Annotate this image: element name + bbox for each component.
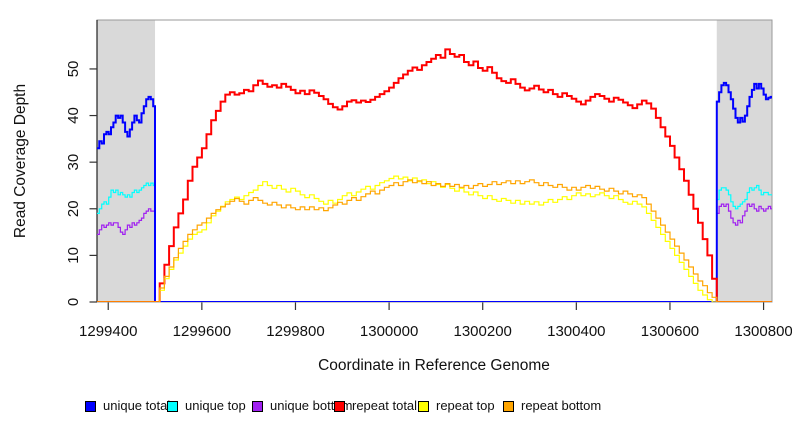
legend-item-unique-top: unique top [167, 398, 246, 414]
legend-label: unique top [185, 398, 246, 413]
legend-swatch [167, 400, 178, 412]
legend-swatch [85, 400, 96, 412]
y-tick-label: 40 [65, 107, 82, 124]
legend-swatch [418, 400, 429, 412]
legend-swatch [334, 400, 345, 412]
series-line-unique_bottom [97, 203, 772, 302]
x-tick-label: 1300800 [734, 323, 792, 340]
axes: 1299400 1299600 1299800 1300000 1300200 13004… [65, 20, 792, 340]
legend-swatch [252, 400, 263, 412]
legend-label: repeat total [352, 398, 418, 413]
y-tick-label: 20 [65, 200, 82, 217]
x-axis-title: Coordinate in Reference Genome [318, 357, 550, 374]
shaded-flank-regions [97, 20, 772, 302]
legend-label: repeat top [436, 398, 495, 413]
y-tick-label: 30 [65, 154, 82, 171]
legend-item-repeat-total: repeat total [334, 398, 417, 414]
y-axis-title: Read Coverage Depth [12, 84, 29, 238]
y-tick-label: 10 [65, 247, 82, 264]
legend-swatch [503, 400, 514, 412]
series-line-repeat_bottom [97, 179, 772, 302]
coverage-chart: 1299400 1299600 1299800 1300000 1300200 13004… [12, 19, 792, 374]
x-tick-label: 1299400 [79, 323, 137, 340]
x-tick-label: 1299600 [173, 323, 231, 340]
x-tick-label: 1300200 [454, 323, 512, 340]
shaded-region-left-flank [97, 20, 156, 302]
legend-label: unique bottom [270, 398, 353, 413]
series-line-unique_top [97, 182, 772, 302]
x-tick-label: 1300000 [360, 323, 418, 340]
y-tick-label: 0 [65, 298, 82, 306]
data-series [97, 48, 772, 302]
x-tick-label: 1299800 [266, 323, 324, 340]
x-tick-label: 1300400 [547, 323, 605, 340]
legend-label: repeat bottom [521, 398, 602, 413]
legend-item-repeat-top: repeat top [418, 398, 495, 414]
shaded-region-right-flank [716, 20, 772, 302]
chart-legend: unique total unique top unique bottom repea… [0, 398, 792, 420]
series-line-unique_total [97, 81, 772, 302]
y-tick-label: 50 [65, 61, 82, 78]
legend-item-unique-total: unique total [85, 398, 170, 414]
x-tick-label: 1300600 [641, 323, 699, 340]
legend-item-unique-bottom: unique bottom [252, 398, 352, 414]
series-line-repeat_total [97, 48, 772, 302]
legend-item-repeat-bottom: repeat bottom [503, 398, 601, 414]
plot-border [96, 19, 773, 303]
legend-label: unique total [103, 398, 171, 413]
